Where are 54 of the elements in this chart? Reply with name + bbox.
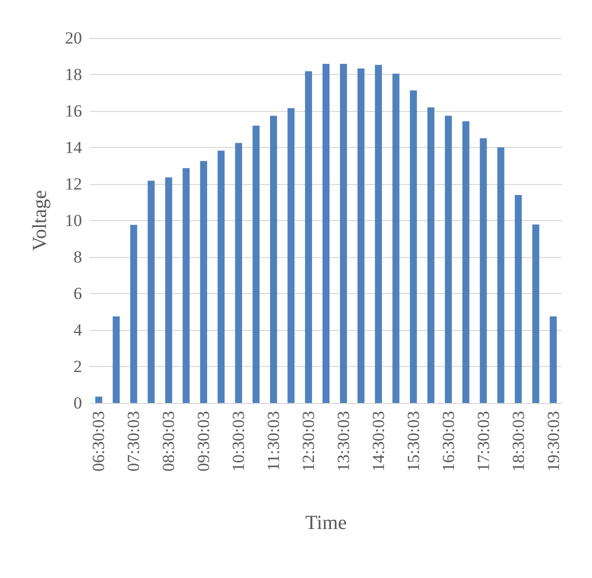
bar [427, 107, 434, 403]
x-tick-label: 06:30:03 [89, 411, 108, 472]
x-tick-label: 12:30:03 [299, 411, 318, 472]
bar [497, 147, 504, 403]
x-tick-label: 13:30:03 [334, 411, 353, 472]
bar [148, 180, 155, 403]
x-tick-label: 10:30:03 [229, 411, 248, 472]
bar [130, 224, 138, 403]
y-tick-label: 12 [65, 174, 82, 194]
bar [235, 142, 242, 403]
y-tick-label: 18 [65, 65, 82, 84]
bar [374, 64, 382, 403]
bar [112, 316, 120, 403]
x-tick-label: 15:30:03 [404, 411, 423, 472]
bar [95, 396, 102, 403]
x-tick-label: 17:30:03 [474, 411, 493, 472]
y-tick-label: 2 [74, 357, 82, 376]
bar [480, 138, 487, 403]
bar [322, 64, 330, 403]
bar [550, 316, 557, 403]
y-tick-label: 14 [65, 138, 82, 157]
x-tick-label: 11:30:03 [264, 411, 284, 471]
bar [444, 116, 452, 403]
bar [252, 126, 260, 403]
x-tick-label: 19:30:03 [544, 411, 563, 472]
bar [218, 150, 225, 403]
bar [270, 116, 278, 403]
bar [200, 161, 208, 403]
bar [357, 68, 364, 403]
x-tick-label: 16:30:03 [438, 411, 458, 472]
bar [182, 168, 190, 403]
x-tick-label: 14:30:03 [368, 411, 388, 472]
bar [410, 90, 417, 403]
bar [514, 194, 522, 403]
y-tick-label: 20 [65, 28, 82, 48]
bar [532, 224, 540, 403]
y-tick-label: 10 [65, 211, 82, 230]
y-tick-label: 8 [74, 248, 82, 266]
x-tick-label: 09:30:03 [194, 411, 214, 472]
y-axis-title: Voltage [29, 190, 51, 251]
bar [288, 108, 295, 403]
x-tick-label: 08:30:03 [159, 411, 178, 472]
y-tick-label: 0 [74, 394, 82, 412]
bar [392, 74, 400, 403]
x-tick-label: 07:30:03 [124, 411, 144, 472]
bar [340, 64, 347, 403]
y-tick-label: 16 [65, 102, 82, 120]
y-tick-label: 4 [74, 320, 82, 340]
x-axis-title: Time [305, 512, 347, 534]
bar [165, 177, 172, 403]
x-tick-label: 18:30:03 [508, 411, 528, 472]
bar [305, 71, 312, 403]
bar [462, 121, 470, 403]
y-tick-label: 6 [74, 284, 82, 303]
